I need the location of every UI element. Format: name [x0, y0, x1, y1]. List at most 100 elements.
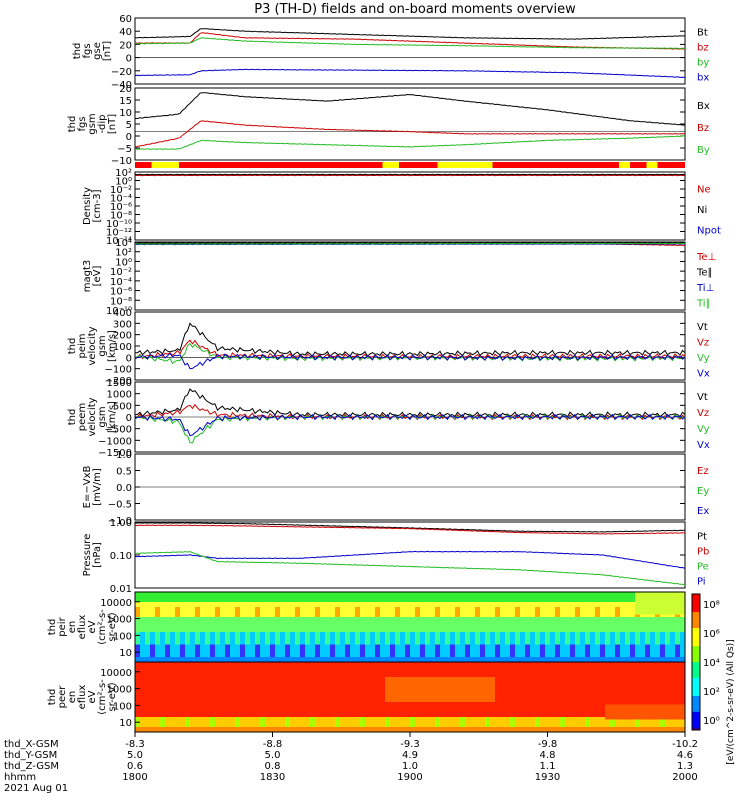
spectrogram-cell [580, 599, 586, 603]
spectrogram-cell [300, 724, 306, 728]
legend-entry: Ni [697, 205, 707, 216]
spectrogram-cell [680, 639, 686, 643]
spectrogram-cell [345, 659, 351, 663]
y-axis-label: thd peir en eflux eV (cm²-s-sr-eV) [47, 609, 118, 645]
spectrogram-cell [380, 632, 386, 635]
spectrogram-cell [390, 604, 396, 608]
spectrogram-cell [490, 594, 496, 598]
spectrogram-cell [515, 659, 521, 663]
spectrogram-cell [155, 662, 161, 665]
spectrogram-cell [500, 634, 506, 638]
spectrogram-cell [575, 602, 581, 605]
spectrogram-cell [335, 602, 341, 605]
spectrogram-cell [390, 654, 396, 658]
spectrogram-cell [160, 609, 166, 613]
spectrogram-cell [380, 717, 386, 720]
y-axis-label-line: gsm [87, 113, 98, 134]
spectrogram-cell [425, 627, 431, 630]
series-line [134, 37, 686, 50]
spectrogram-cell [510, 632, 516, 635]
spectrogram-cell [330, 607, 336, 610]
spectrogram-cell [240, 624, 246, 628]
spectrogram-cell [320, 719, 326, 723]
spectrogram-cell [395, 602, 401, 605]
spectrogram-cell [320, 602, 326, 605]
spectrogram-cell [210, 609, 216, 613]
spectrogram-cell [400, 729, 406, 733]
spectrogram-cell [230, 687, 236, 690]
spectrogram-cell [240, 664, 246, 668]
spectrogram-cell [365, 612, 371, 615]
spectrogram-cell [295, 699, 301, 703]
spectrogram-cell [350, 677, 356, 680]
spectrogram-cell [430, 627, 436, 630]
spectrogram-cell [605, 592, 611, 595]
y-axis-label-line: en [67, 621, 78, 634]
spectrogram-cell [610, 614, 616, 618]
spectrogram-cell [355, 674, 361, 678]
spectrogram-cell [290, 672, 296, 675]
spectrogram-cell [390, 629, 396, 633]
spectrogram-cell [265, 707, 271, 710]
spectrogram-cell [230, 609, 236, 613]
series-line [134, 403, 686, 421]
spectrogram-cell [575, 649, 581, 653]
spectrogram-cell [350, 637, 356, 640]
spectrogram-cell [345, 682, 351, 685]
spectrogram-cell [300, 664, 306, 668]
spectrogram-cell [175, 687, 181, 690]
spectrogram-cell [215, 662, 221, 665]
spectrogram-cell [525, 634, 531, 638]
spectrogram-cell [660, 637, 666, 640]
spectrogram-cell [370, 694, 376, 698]
spectrogram-cell [560, 657, 566, 660]
spectrogram-cell [410, 639, 416, 643]
spectrogram-cell [525, 647, 531, 650]
spectrogram-cell [410, 722, 416, 725]
spectrogram-cell [390, 624, 396, 628]
spectrogram-cell [295, 719, 301, 723]
spectrogram-cell [245, 664, 251, 668]
spectrogram-cell [315, 654, 321, 658]
spectrogram-cell [340, 599, 346, 603]
mode-bar-segment [135, 162, 152, 168]
spectrogram-cell [335, 619, 341, 623]
spectrogram-cell [580, 624, 586, 628]
spectrogram-cell [285, 707, 291, 710]
spectrogram-cell [230, 597, 236, 600]
spectrogram-cell [250, 627, 256, 630]
spectrogram-cell [315, 592, 321, 595]
spectrogram-cell [260, 689, 266, 693]
spectrogram-cell [320, 649, 326, 653]
spectrogram-cell [185, 694, 191, 698]
spectrogram-cell [230, 664, 236, 668]
spectrogram-cell [660, 612, 666, 615]
spectrogram-cell [205, 724, 211, 728]
spectrogram-cell [660, 639, 666, 643]
spectrogram-cell [230, 647, 236, 650]
spectrogram-cell [400, 709, 406, 713]
spectrogram-cell [295, 714, 301, 718]
spectrogram-cell [185, 614, 191, 618]
spectrogram-cell [345, 729, 351, 733]
spectrogram-cell [495, 634, 501, 638]
spectrogram-cell [270, 639, 276, 643]
spectrogram-cell [505, 622, 511, 625]
spectrogram-cell [455, 659, 461, 663]
spectrogram-cell [265, 609, 271, 613]
spectrogram-cell [180, 659, 186, 663]
spectrogram-cell [440, 644, 446, 648]
spectrogram-cell [495, 592, 501, 595]
spectrogram-cell [410, 702, 416, 705]
spectrogram-cell [440, 629, 446, 633]
spectrogram-cell [280, 597, 286, 600]
spectrogram-cell [240, 597, 246, 600]
spectrogram-cell [380, 704, 386, 708]
spectrogram-cell [175, 604, 181, 608]
spectrogram-cell [485, 597, 491, 600]
spectrogram-cell [225, 722, 231, 725]
spectrogram-cell [305, 687, 311, 690]
spectrogram-cell [200, 634, 206, 638]
spectrogram-cell [165, 674, 171, 678]
spectrogram-cell [315, 657, 321, 660]
